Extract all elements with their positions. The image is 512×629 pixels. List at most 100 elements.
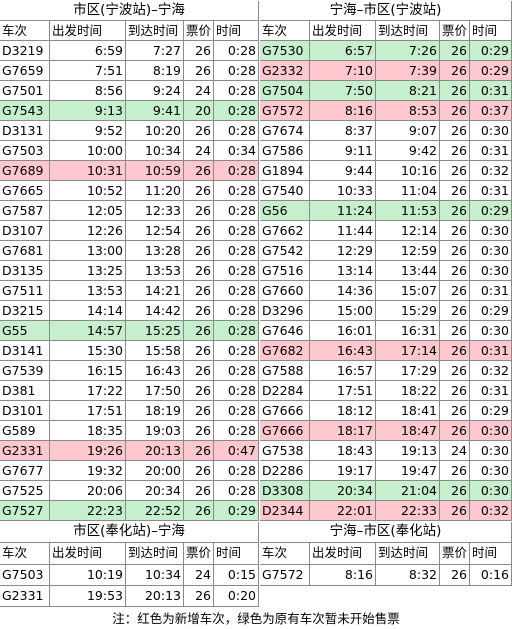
- table-cell: 26: [184, 461, 214, 481]
- table-cell: G7511: [0, 281, 50, 301]
- table-cell: 26: [184, 401, 214, 421]
- table-cell: 26: [184, 301, 214, 321]
- table-cell: 26: [184, 221, 214, 241]
- note: 注：红色为新增车次，绿色为原有车次暂未开始售票: [112, 611, 400, 626]
- table-cell: 8:53: [376, 101, 440, 121]
- table-cell: 10:33: [310, 181, 376, 201]
- table-cell: 17:51: [50, 401, 126, 421]
- table-cell: 12:14: [376, 221, 440, 241]
- table-title: 市区(奉化站)–宁海: [0, 522, 259, 544]
- table-cell: 24: [184, 564, 214, 586]
- table-cell: 26: [184, 161, 214, 181]
- table-cell: 0:28: [214, 321, 259, 341]
- table-cell: 10:31: [50, 161, 126, 181]
- column-header: 车次: [260, 543, 310, 565]
- table-cell: 0:29: [214, 501, 259, 521]
- table-cell: 26: [440, 101, 470, 121]
- table-cell: G7572: [260, 564, 310, 586]
- table-cell: 16:01: [310, 321, 376, 341]
- table-cell: 17:22: [50, 381, 126, 401]
- table-cell: 26: [184, 421, 214, 441]
- table-cell: 26: [440, 361, 470, 381]
- table-cell: 22:52: [126, 501, 184, 521]
- table-cell: 10:34: [126, 141, 184, 161]
- table-cell: 9:42: [376, 141, 440, 161]
- table-cell: 15:29: [376, 301, 440, 321]
- table-title: 市区(宁波站)–宁海: [0, 1, 259, 21]
- table-cell: 26: [440, 501, 470, 521]
- table-cell: 26: [184, 201, 214, 221]
- table-cell: 21:04: [376, 481, 440, 501]
- table-cell: 17:14: [376, 341, 440, 361]
- table-cell: G7538: [260, 441, 310, 461]
- table-cell: G7666: [260, 421, 310, 441]
- table-cell: 26: [184, 381, 214, 401]
- table-cell: 12:33: [126, 201, 184, 221]
- table-cell: G7572: [260, 101, 310, 121]
- column-header: 时间: [470, 21, 512, 41]
- table-cell: G55: [0, 321, 50, 341]
- table-cell: 8:16: [310, 564, 376, 586]
- table-cell: G7681: [0, 241, 50, 261]
- table-cell: 20:06: [50, 481, 126, 501]
- table-cell: 24: [184, 81, 214, 101]
- table-cell: 18:47: [376, 421, 440, 441]
- table-cell: D2286: [260, 461, 310, 481]
- table-cell: 26: [184, 481, 214, 501]
- table-cell: 9:24: [126, 81, 184, 101]
- table-cell: 17:50: [126, 381, 184, 401]
- table-cell: 15:07: [376, 281, 440, 301]
- table-cell: 16:43: [310, 341, 376, 361]
- table-cell: 10:00: [50, 141, 126, 161]
- table-cell: 7:26: [376, 41, 440, 61]
- table-cell: 26: [440, 421, 470, 441]
- table-cell: 20:34: [126, 481, 184, 501]
- table-cell: 13:44: [376, 261, 440, 281]
- table-cell: G7525: [0, 481, 50, 501]
- table-cell: 11:20: [126, 181, 184, 201]
- table-cell: 7:27: [126, 41, 184, 61]
- table-cell: 26: [440, 461, 470, 481]
- table-cell: 0:28: [214, 181, 259, 201]
- table-title: 宁海–市区(奉化站): [260, 522, 512, 544]
- table-cell: 26: [184, 261, 214, 281]
- table-cell: 0:28: [214, 481, 259, 501]
- table-cell: 0:29: [470, 41, 512, 61]
- table-cell: 20:13: [126, 585, 184, 608]
- column-header: 出发时间: [50, 21, 126, 41]
- table-cell: 26: [184, 61, 214, 81]
- table-cell: G7659: [0, 61, 50, 81]
- table-cell: 18:35: [50, 421, 126, 441]
- table-cell: 15:25: [126, 321, 184, 341]
- table-cell: 26: [440, 61, 470, 81]
- table-cell: 26: [440, 481, 470, 501]
- table-cell: 0:28: [214, 381, 259, 401]
- table-cell: 26: [184, 585, 214, 608]
- column-header: 到达时间: [376, 21, 440, 41]
- table-cell: 19:13: [376, 441, 440, 461]
- table-cell: G7587: [0, 201, 50, 221]
- table-cell: 9:44: [310, 161, 376, 181]
- table-cell: 7:51: [50, 61, 126, 81]
- table-cell: 16:15: [50, 361, 126, 381]
- table-cell: 26: [184, 181, 214, 201]
- table-cell: 26: [440, 261, 470, 281]
- table-cell: 14:36: [310, 281, 376, 301]
- table-cell: G7682: [260, 341, 310, 361]
- table-cell: 0:16: [470, 564, 512, 586]
- table-cell: 0:28: [214, 41, 259, 61]
- table-cell: 9:07: [376, 121, 440, 141]
- table-cell: 20:34: [310, 481, 376, 501]
- table-cell: 18:43: [310, 441, 376, 461]
- table-cell: 0:30: [470, 321, 512, 341]
- table-cell: 10:19: [50, 564, 126, 586]
- table-cell: 16:43: [126, 361, 184, 381]
- table-cell: G56: [260, 201, 310, 221]
- table-cell: 0:37: [470, 101, 512, 121]
- table-cell: D3101: [0, 401, 50, 421]
- table-cell: 0:28: [214, 341, 259, 361]
- table-cell: 0:31: [470, 141, 512, 161]
- table-cell: G7503: [0, 564, 50, 586]
- table-cell: G7543: [0, 101, 50, 121]
